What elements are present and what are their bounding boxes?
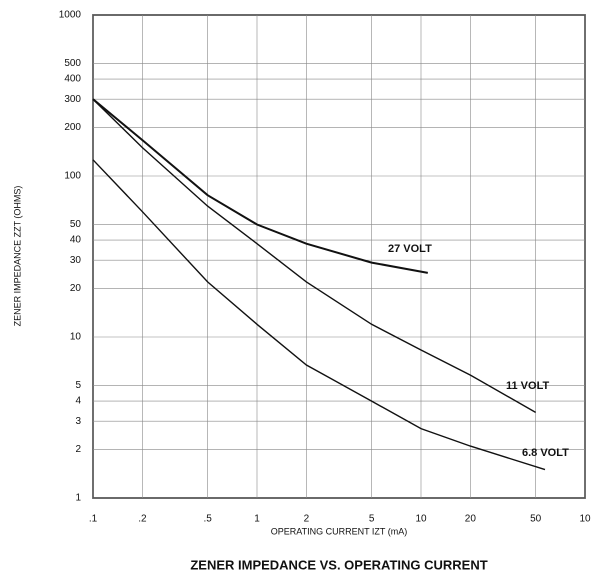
y-tick-label: 4 — [75, 396, 81, 407]
x-tick-label: .1 — [89, 514, 98, 525]
y-tick-label: 20 — [70, 283, 82, 294]
x-tick-label: 1 — [254, 514, 260, 525]
series-label: 6.8 VOLT — [522, 447, 569, 459]
series-label: 11 VOLT — [506, 380, 549, 392]
y-tick-label: 5 — [75, 380, 81, 391]
y-tick-label: 3 — [75, 416, 81, 427]
x-tick-label: 50 — [530, 514, 542, 525]
x-tick-label: 2 — [304, 514, 310, 525]
y-tick-label: 50 — [70, 219, 82, 230]
x-tick-label: .2 — [138, 514, 147, 525]
y-tick-label: 2 — [75, 444, 81, 455]
y-tick-label: 10 — [70, 332, 82, 343]
x-tick-label: 10 — [415, 514, 427, 525]
series-line — [92, 98, 428, 274]
y-tick-label: 100 — [64, 171, 81, 182]
y-tick-label: 300 — [64, 94, 81, 105]
x-axis-label: OPERATING CURRENT IZT (mA) — [271, 526, 408, 536]
y-tick-label: 1 — [75, 493, 81, 504]
series-line — [92, 98, 536, 414]
y-tick-label: 200 — [64, 122, 81, 133]
y-tick-label: 400 — [64, 74, 81, 85]
y-tick-label: 40 — [70, 235, 82, 246]
series-line — [92, 159, 546, 471]
y-tick-label: 1000 — [59, 10, 82, 21]
y-tick-label: 500 — [64, 58, 81, 69]
x-tick-label: .5 — [203, 514, 212, 525]
y-axis-label: ZENER IMPEDANCE ZZT (OHMS) — [12, 186, 22, 327]
x-tick-label: 20 — [465, 514, 477, 525]
x-tick-label: 5 — [369, 514, 375, 525]
plot-frame — [92, 14, 586, 499]
series-label: 27 VOLT — [388, 243, 432, 255]
chart-title: ZENER IMPEDANCE VS. OPERATING CURRENT — [190, 557, 487, 572]
y-tick-label: 30 — [70, 255, 82, 266]
x-tick-label: 10 — [579, 514, 591, 525]
